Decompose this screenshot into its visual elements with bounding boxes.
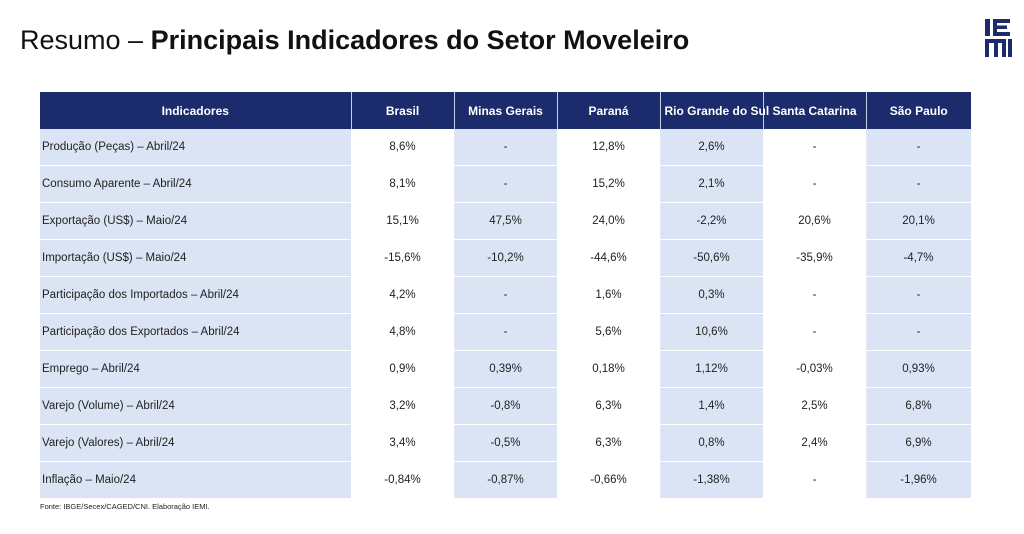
cell-santa-catarina: -: [763, 461, 867, 499]
cell-santa-catarina: -: [763, 276, 867, 314]
cell-minas-gerais: -10,2%: [454, 239, 558, 277]
cell-brasil: 8,6%: [351, 129, 455, 166]
cell-rio-grande-do-sul: 10,6%: [660, 313, 764, 351]
cell-sao-paulo: 0,93%: [866, 350, 972, 388]
row-label: Importação (US$) – Maio/24: [40, 239, 352, 277]
cell-sao-paulo: 6,9%: [866, 424, 972, 462]
table-row: Consumo Aparente – Abril/24 8,1% - 15,2%…: [40, 165, 972, 203]
cell-minas-gerais: -: [454, 276, 558, 314]
cell-parana: 6,3%: [557, 387, 661, 425]
cell-minas-gerais: -: [454, 129, 558, 166]
cell-rio-grande-do-sul: 2,6%: [660, 129, 764, 166]
cell-sao-paulo: -: [866, 165, 972, 203]
cell-minas-gerais: -: [454, 165, 558, 203]
table-header-row: Indicadores Brasil Minas Gerais Paraná R…: [40, 92, 971, 129]
table-row: Participação dos Importados – Abril/24 4…: [40, 276, 972, 314]
row-label: Inflação – Maio/24: [40, 461, 352, 499]
cell-minas-gerais: -: [454, 313, 558, 351]
cell-rio-grande-do-sul: 0,8%: [660, 424, 764, 462]
cell-rio-grande-do-sul: 0,3%: [660, 276, 764, 314]
cell-parana: 0,18%: [557, 350, 661, 388]
cell-parana: 12,8%: [557, 129, 661, 166]
cell-sao-paulo: 20,1%: [866, 202, 972, 240]
cell-brasil: 4,2%: [351, 276, 455, 314]
title-prefix: Resumo –: [20, 25, 144, 55]
cell-santa-catarina: 2,4%: [763, 424, 867, 462]
cell-santa-catarina: -: [763, 165, 867, 203]
cell-santa-catarina: 20,6%: [763, 202, 867, 240]
cell-parana: -44,6%: [557, 239, 661, 277]
header-minas-gerais: Minas Gerais: [454, 92, 558, 129]
cell-minas-gerais: -0,5%: [454, 424, 558, 462]
cell-sao-paulo: -: [866, 276, 972, 314]
cell-sao-paulo: -: [866, 129, 972, 166]
cell-rio-grande-do-sul: 1,12%: [660, 350, 764, 388]
cell-rio-grande-do-sul: 1,4%: [660, 387, 764, 425]
cell-parana: 6,3%: [557, 424, 661, 462]
cell-minas-gerais: -0,87%: [454, 461, 558, 499]
page-title: Resumo – Principais Indicadores do Setor…: [20, 22, 689, 58]
cell-parana: -0,66%: [557, 461, 661, 499]
header-parana: Paraná: [557, 92, 661, 129]
cell-brasil: 0,9%: [351, 350, 455, 388]
cell-sao-paulo: -1,96%: [866, 461, 972, 499]
cell-minas-gerais: 0,39%: [454, 350, 558, 388]
cell-rio-grande-do-sul: -50,6%: [660, 239, 764, 277]
row-label: Participação dos Exportados – Abril/24: [40, 313, 352, 351]
cell-parana: 24,0%: [557, 202, 661, 240]
cell-brasil: 8,1%: [351, 165, 455, 203]
row-label: Exportação (US$) – Maio/24: [40, 202, 352, 240]
cell-santa-catarina: -35,9%: [763, 239, 867, 277]
cell-santa-catarina: 2,5%: [763, 387, 867, 425]
header-rio-grande-do-sul: Rio Grande do Sul: [660, 92, 769, 129]
cell-brasil: 4,8%: [351, 313, 455, 351]
cell-parana: 5,6%: [557, 313, 661, 351]
title-main: Principais Indicadores do Setor Moveleir…: [150, 25, 690, 55]
table-row: Importação (US$) – Maio/24 -15,6% -10,2%…: [40, 239, 972, 277]
row-label: Varejo (Valores) – Abril/24: [40, 424, 352, 462]
table-row: Produção (Peças) – Abril/24 8,6% - 12,8%…: [40, 129, 972, 166]
cell-sao-paulo: -: [866, 313, 972, 351]
table-row: Participação dos Exportados – Abril/24 4…: [40, 313, 972, 351]
header-indicadores: Indicadores: [40, 92, 352, 129]
cell-rio-grande-do-sul: -2,2%: [660, 202, 764, 240]
header-brasil: Brasil: [351, 92, 455, 129]
cell-brasil: 3,2%: [351, 387, 455, 425]
cell-brasil: -15,6%: [351, 239, 455, 277]
header-santa-catarina: Santa Catarina: [763, 92, 867, 129]
cell-santa-catarina: -0,03%: [763, 350, 867, 388]
cell-rio-grande-do-sul: -1,38%: [660, 461, 764, 499]
source-note: Fonte: IBGE/Secex/CAGED/CNI. Elaboração …: [40, 502, 210, 511]
header-sao-paulo: São Paulo: [866, 92, 971, 129]
table-row: Varejo (Volume) – Abril/24 3,2% -0,8% 6,…: [40, 387, 972, 425]
table-row: Exportação (US$) – Maio/24 15,1% 47,5% 2…: [40, 202, 972, 240]
row-label: Emprego – Abril/24: [40, 350, 352, 388]
cell-santa-catarina: -: [763, 313, 867, 351]
row-label: Participação dos Importados – Abril/24: [40, 276, 352, 314]
cell-sao-paulo: -4,7%: [866, 239, 972, 277]
cell-minas-gerais: 47,5%: [454, 202, 558, 240]
cell-rio-grande-do-sul: 2,1%: [660, 165, 764, 203]
row-label: Consumo Aparente – Abril/24: [40, 165, 352, 203]
cell-minas-gerais: -0,8%: [454, 387, 558, 425]
row-label: Varejo (Volume) – Abril/24: [40, 387, 352, 425]
table-row: Inflação – Maio/24 -0,84% -0,87% -0,66% …: [40, 461, 972, 499]
cell-brasil: 15,1%: [351, 202, 455, 240]
cell-santa-catarina: -: [763, 129, 867, 166]
table-row: Emprego – Abril/24 0,9% 0,39% 0,18% 1,12…: [40, 350, 972, 388]
cell-brasil: -0,84%: [351, 461, 455, 499]
indicators-table: Indicadores Brasil Minas Gerais Paraná R…: [40, 92, 972, 499]
cell-parana: 15,2%: [557, 165, 661, 203]
cell-parana: 1,6%: [557, 276, 661, 314]
row-label: Produção (Peças) – Abril/24: [40, 129, 352, 166]
table-row: Varejo (Valores) – Abril/24 3,4% -0,5% 6…: [40, 424, 972, 462]
iemi-logo-icon: [985, 19, 1012, 57]
cell-sao-paulo: 6,8%: [866, 387, 972, 425]
cell-brasil: 3,4%: [351, 424, 455, 462]
